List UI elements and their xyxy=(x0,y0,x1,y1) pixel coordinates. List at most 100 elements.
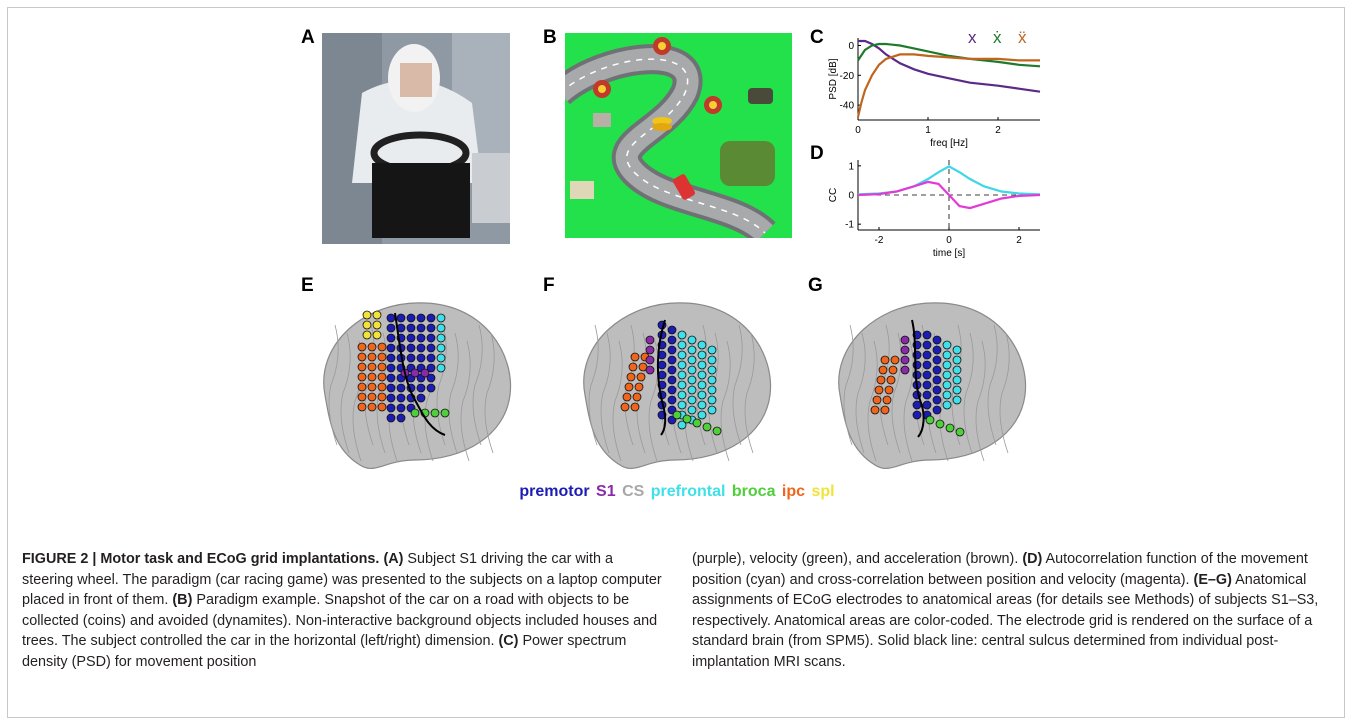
brain-gyrus-line xyxy=(867,340,878,462)
electrode-dot xyxy=(878,365,888,375)
electrode-dot xyxy=(707,385,717,395)
caption-ref-d: (D) xyxy=(1022,551,1043,567)
electrode-dot xyxy=(636,372,646,382)
electrode-dot xyxy=(386,403,396,413)
brain-gyrus-line xyxy=(588,324,599,446)
electrode-dot xyxy=(357,402,367,412)
electrode-dot xyxy=(935,419,945,429)
legend-glyph-0: x xyxy=(968,28,977,47)
electrode-dot xyxy=(645,335,655,345)
brain-gyrus-line xyxy=(600,332,611,454)
brain-gyrus-line xyxy=(612,340,623,462)
brain-gyrus-line xyxy=(879,324,890,446)
electrode-dot xyxy=(406,333,416,343)
electrode-dot xyxy=(634,382,644,392)
x-tick-label: 2 xyxy=(995,125,1001,136)
electrode-dot xyxy=(687,335,697,345)
electrode-dot xyxy=(697,360,707,370)
brain-gyrus-line xyxy=(364,324,375,446)
brain-gyrus-line xyxy=(855,332,866,454)
electrode-dot xyxy=(416,343,426,353)
legend-prefrontal: prefrontal xyxy=(650,483,726,500)
electrode-dot xyxy=(900,345,910,355)
electrode-dot xyxy=(430,408,440,418)
electrode-dot xyxy=(697,410,707,420)
electrode-dot xyxy=(942,390,952,400)
electrode-dot xyxy=(416,323,426,333)
electrode-dot xyxy=(677,330,687,340)
electrode-dot xyxy=(630,402,640,412)
legend-premotor: premotor xyxy=(519,483,590,500)
electrode-dot xyxy=(426,353,436,363)
electrode-dot xyxy=(667,375,677,385)
area-color-legend: premotor S1 CS prefrontal broca ipc spl xyxy=(0,483,1354,501)
electrode-dot xyxy=(396,413,406,423)
electrode-dot xyxy=(872,395,882,405)
brain-gyrus-line xyxy=(975,340,986,462)
legend-glyph-1: ẋ xyxy=(993,28,1002,47)
electrode-dot xyxy=(377,342,387,352)
electrode-dot xyxy=(942,370,952,380)
electrode-dot xyxy=(667,365,677,375)
central-sulcus-line xyxy=(656,319,667,436)
electrode-dot xyxy=(952,395,962,405)
brain-gyrus-line xyxy=(987,324,998,446)
y-tick-label: 1 xyxy=(848,161,854,172)
electrode-dot xyxy=(645,355,655,365)
electrode-dot xyxy=(925,415,935,425)
panel-label-e: E xyxy=(301,275,314,296)
electrode-dot xyxy=(870,405,880,415)
electrode-dot xyxy=(416,353,426,363)
electrode-dot xyxy=(952,355,962,365)
electrode-dot xyxy=(436,323,446,333)
electrode-dot xyxy=(697,400,707,410)
electrode-dot xyxy=(697,390,707,400)
electrode-dot xyxy=(426,313,436,323)
panel-label-c: C xyxy=(810,27,824,48)
electrode-dot xyxy=(922,390,932,400)
electrode-dot xyxy=(357,372,367,382)
legend-cs: CS xyxy=(622,483,645,500)
series-line-1 xyxy=(857,42,1041,68)
x-tick-label: 0 xyxy=(946,235,952,246)
x-tick-label: 1 xyxy=(925,125,931,136)
electrode-dot xyxy=(628,362,638,372)
electrode-dot xyxy=(876,375,886,385)
y-axis-label: PSD [dB] xyxy=(828,58,839,99)
electrode-dot xyxy=(922,360,932,370)
panel-label-d: D xyxy=(810,143,824,164)
electrode-dot xyxy=(657,360,667,370)
electrode-dot xyxy=(377,352,387,362)
electrode-dot xyxy=(932,405,942,415)
electrode-dot xyxy=(687,345,697,355)
electrode-dot xyxy=(922,400,932,410)
electrode-dot xyxy=(396,393,406,403)
brain-surface xyxy=(838,302,1027,470)
electrode-dot xyxy=(945,423,955,433)
electrode-dot xyxy=(426,373,436,383)
electrode-dot xyxy=(682,414,692,424)
x-axis-label: time [s] xyxy=(933,248,965,259)
electrode-dot xyxy=(667,345,677,355)
electrode-dot xyxy=(386,353,396,363)
brain-surface xyxy=(583,302,772,470)
electrode-dot xyxy=(426,343,436,353)
electrode-dot xyxy=(416,383,426,393)
electrode-dot xyxy=(942,400,952,410)
electrode-dot xyxy=(620,402,630,412)
electrode-dot xyxy=(707,365,717,375)
caption-text-b: Paradigm example. Snapshot of the car on… xyxy=(22,592,658,650)
brain-gyrus-line xyxy=(999,332,1010,454)
electrode-dot xyxy=(952,345,962,355)
electrode-dot xyxy=(367,362,377,372)
brain-gyrus-line xyxy=(436,324,447,446)
electrode-dot xyxy=(436,313,446,323)
central-sulcus-line xyxy=(394,312,446,436)
electrode-dot xyxy=(386,323,396,333)
electrode-dot xyxy=(372,320,382,330)
brain-gyrus-line xyxy=(328,324,339,446)
electrode-dot xyxy=(677,420,687,430)
electrode-dot xyxy=(396,403,406,413)
electrode-dot xyxy=(952,365,962,375)
electrode-dot xyxy=(367,382,377,392)
